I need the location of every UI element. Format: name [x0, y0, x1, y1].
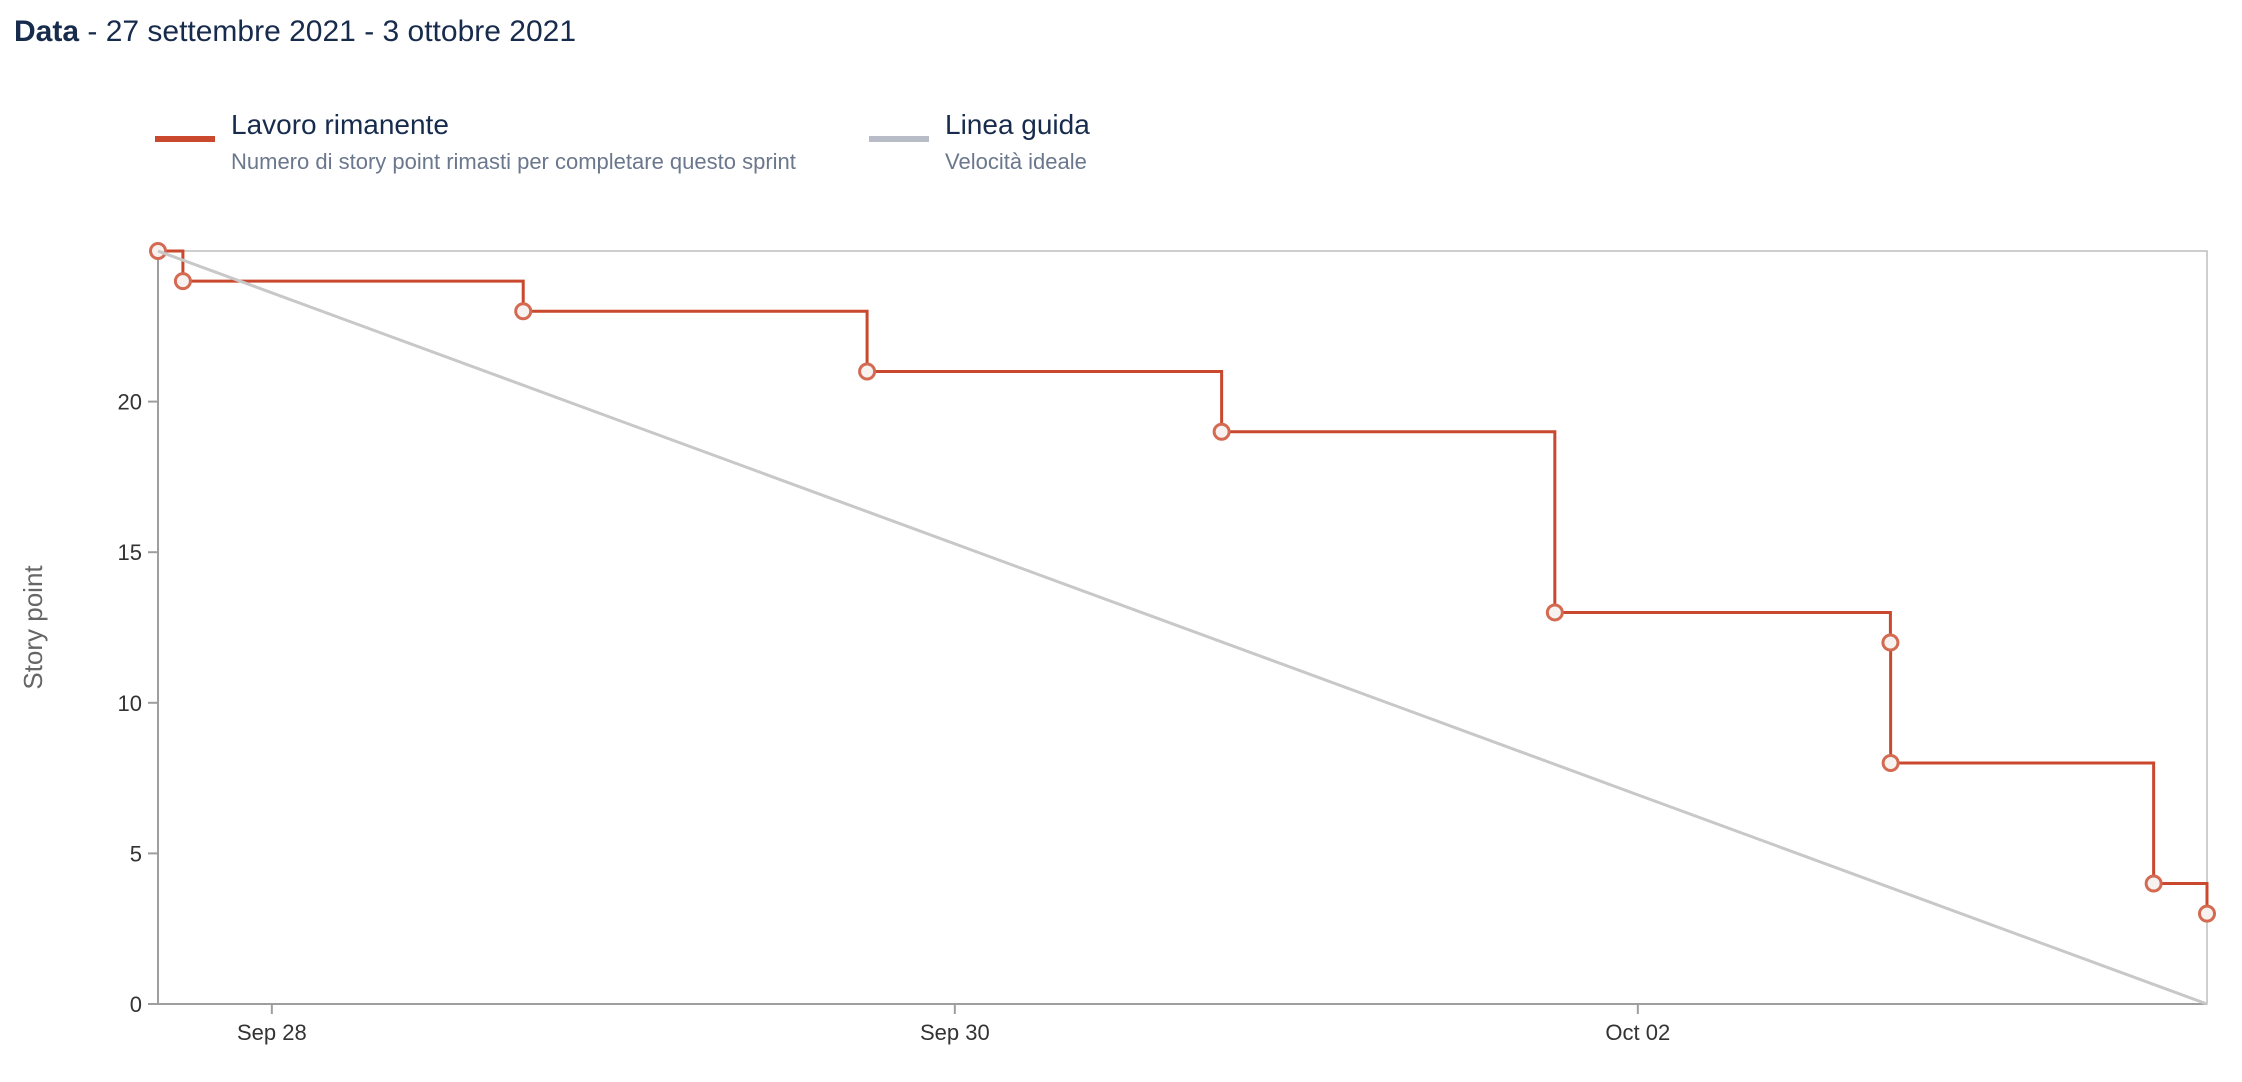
data-point-lavoro-rimanente-2 [514, 302, 533, 321]
data-point-lavoro-rimanente-3 [858, 362, 877, 381]
legend-swatch-remaining-work [155, 136, 215, 142]
legend-swatch-guideline [869, 136, 929, 142]
data-point-lavoro-rimanente-8 [2144, 874, 2163, 893]
y-tick-label-0: 0 [130, 992, 142, 1017]
legend-subtitle-remaining-work: Numero di story point rimasti per comple… [231, 149, 796, 174]
chart-legend: Lavoro rimanente Numero di story point r… [0, 106, 2242, 186]
y-tick-label-20: 20 [118, 390, 142, 415]
legend-title-guideline: Linea guida [945, 109, 1090, 140]
data-point-lavoro-rimanente-7 [1881, 754, 1900, 773]
y-tick-label-10: 10 [118, 691, 142, 716]
y-tick-label-5: 5 [130, 841, 142, 866]
series-line-lavoro-rimanente [158, 249, 2209, 914]
series-line-linea-guida [157, 249, 2208, 1006]
legend-subtitle-guideline: Velocità ideale [945, 149, 1087, 174]
data-point-lavoro-rimanente-9 [2198, 904, 2216, 923]
date-label: Data [14, 15, 80, 48]
legend-title-remaining-work: Lavoro rimanente [231, 109, 449, 140]
x-tick-label-2: Oct 02 [1605, 1020, 1670, 1045]
data-point-lavoro-rimanente-4 [1212, 422, 1231, 441]
y-axis-title: Story point [18, 565, 48, 690]
y-tick-label-15: 15 [118, 540, 142, 565]
date-range-header: Data - 27 settembre 2021 - 3 ottobre 202… [14, 14, 576, 50]
data-point-lavoro-rimanente-5 [1545, 603, 1564, 622]
date-range-text: - 27 settembre 2021 - 3 ottobre 2021 [79, 15, 577, 48]
data-point-lavoro-rimanente-1 [173, 272, 192, 291]
data-point-lavoro-rimanente-6 [1881, 633, 1900, 652]
x-tick-label-1: Sep 30 [920, 1020, 990, 1045]
x-tick-label-0: Sep 28 [237, 1020, 307, 1045]
